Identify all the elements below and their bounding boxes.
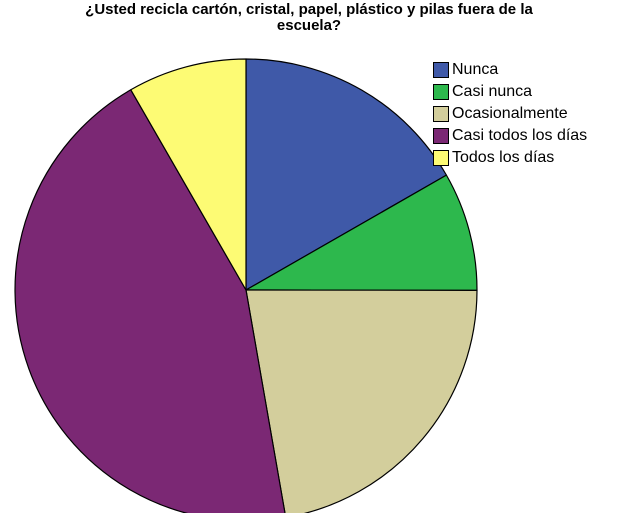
legend-item-casi-todos-los-dias: Casi todos los días bbox=[433, 125, 587, 147]
legend-swatch bbox=[433, 62, 449, 78]
legend-item-casi-nunca: Casi nunca bbox=[433, 81, 587, 103]
legend-item-todos-los-dias: Todos los días bbox=[433, 147, 587, 169]
chart-title-line-2: escuela? bbox=[276, 17, 342, 34]
legend-label: Ocasionalmente bbox=[452, 105, 568, 122]
pie-slice-ocasionalmente bbox=[245, 289, 478, 513]
legend-swatch bbox=[433, 106, 449, 122]
legend-item-nunca: Nunca bbox=[433, 59, 587, 81]
chart-title-line-1: ¿Usted recicla cartón, cristal, papel, p… bbox=[85, 1, 533, 18]
legend-swatch bbox=[433, 150, 449, 166]
legend-label: Nunca bbox=[452, 61, 499, 78]
legend: Nunca Casi nunca Ocasionalmente Casi todos … bbox=[433, 59, 587, 169]
legend-item-ocasionalmente: Ocasionalmente bbox=[433, 103, 587, 125]
legend-swatch bbox=[433, 128, 449, 144]
legend-label: Casi todos los días bbox=[452, 127, 588, 144]
chart-title: ¿Usted recicla cartón, cristal, papel, p… bbox=[0, 2, 618, 34]
pie-slice-casi-todos-los-dias bbox=[14, 89, 286, 513]
pie-slice-todos-los-dias bbox=[130, 58, 247, 291]
legend-label: Todos los días bbox=[452, 149, 555, 166]
pie-slice-casi-nunca bbox=[245, 174, 478, 291]
legend-label: Casi nunca bbox=[452, 83, 533, 100]
legend-swatch bbox=[433, 84, 449, 100]
